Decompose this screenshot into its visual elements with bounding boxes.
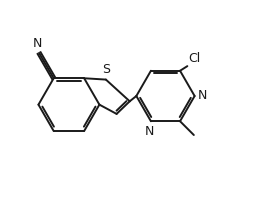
Text: N: N — [145, 125, 154, 138]
Text: N: N — [198, 89, 207, 102]
Text: Cl: Cl — [189, 52, 201, 65]
Text: N: N — [33, 37, 42, 50]
Text: S: S — [102, 63, 110, 76]
